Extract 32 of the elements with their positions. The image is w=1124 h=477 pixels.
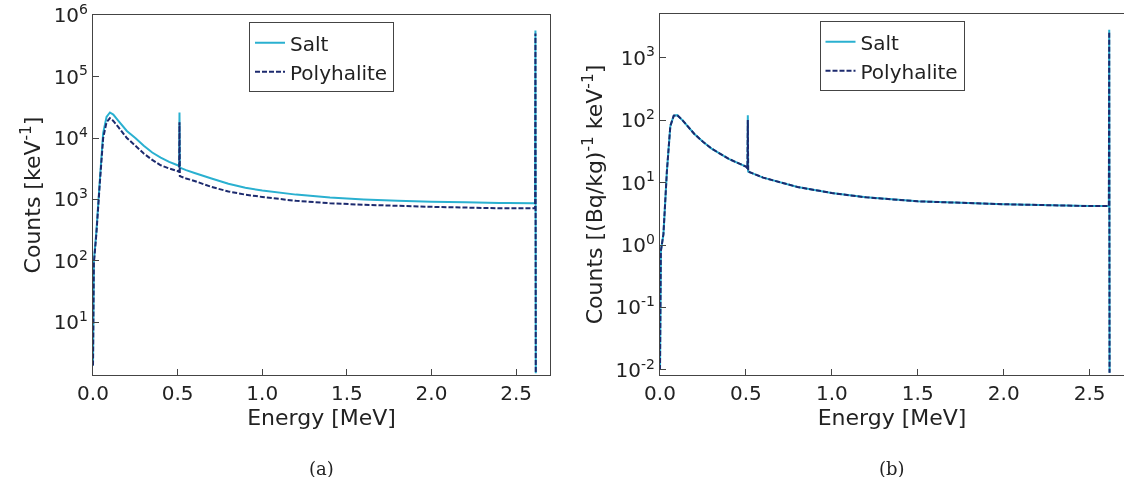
y-tick-label: 10$^{4}$ — [53, 123, 89, 150]
y-tick-label: 10$^{3}$ — [620, 43, 655, 70]
y-tick-label: 10$^{0}$ — [620, 230, 655, 258]
x-axis-title: Energy [MeV] — [817, 405, 967, 430]
x-tick-label: 1.0 — [246, 381, 279, 405]
x-tick-label: 2.5 — [1073, 381, 1106, 405]
legend-label: Salt — [860, 30, 900, 55]
y-tick-label: 10$^{6}$ — [53, 0, 89, 27]
legend-label: Polyhalite — [290, 60, 388, 85]
x-tick-label: 1.5 — [901, 381, 934, 405]
x-tick-label: 2.0 — [987, 381, 1020, 405]
y-tick-label: 10$^{5}$ — [53, 62, 88, 89]
y-tick-label: 10$^{-1}$ — [615, 293, 655, 320]
x-axis-title: Energy [MeV] — [247, 405, 396, 430]
text: (b) — [879, 458, 905, 477]
y-tick-label: 10$^{2}$ — [53, 246, 88, 273]
y-tick-label: 10$^{3}$ — [53, 185, 88, 212]
legend-label: Polyhalite — [860, 59, 958, 84]
x-tick-label: 0.5 — [730, 381, 762, 405]
x-tick-label: 2.5 — [500, 381, 533, 405]
x-tick-label: 0.0 — [644, 381, 676, 405]
x-tick-label: 2.0 — [415, 381, 448, 405]
x-tick-label: 1.5 — [330, 381, 363, 405]
text: (a) — [309, 458, 334, 477]
y-tick-label: 10$^{2}$ — [620, 105, 655, 133]
x-tick-label: 1.0 — [815, 381, 848, 405]
x-tick-label: 0.5 — [161, 381, 194, 405]
y-tick-label: 10$^{-2}$ — [615, 355, 655, 382]
y-tick-label: 10$^{1}$ — [620, 168, 655, 195]
y-tick-label: 10$^{1}$ — [53, 308, 88, 335]
x-tick-label: 0.0 — [77, 381, 109, 405]
legend-label: Salt — [290, 31, 329, 56]
